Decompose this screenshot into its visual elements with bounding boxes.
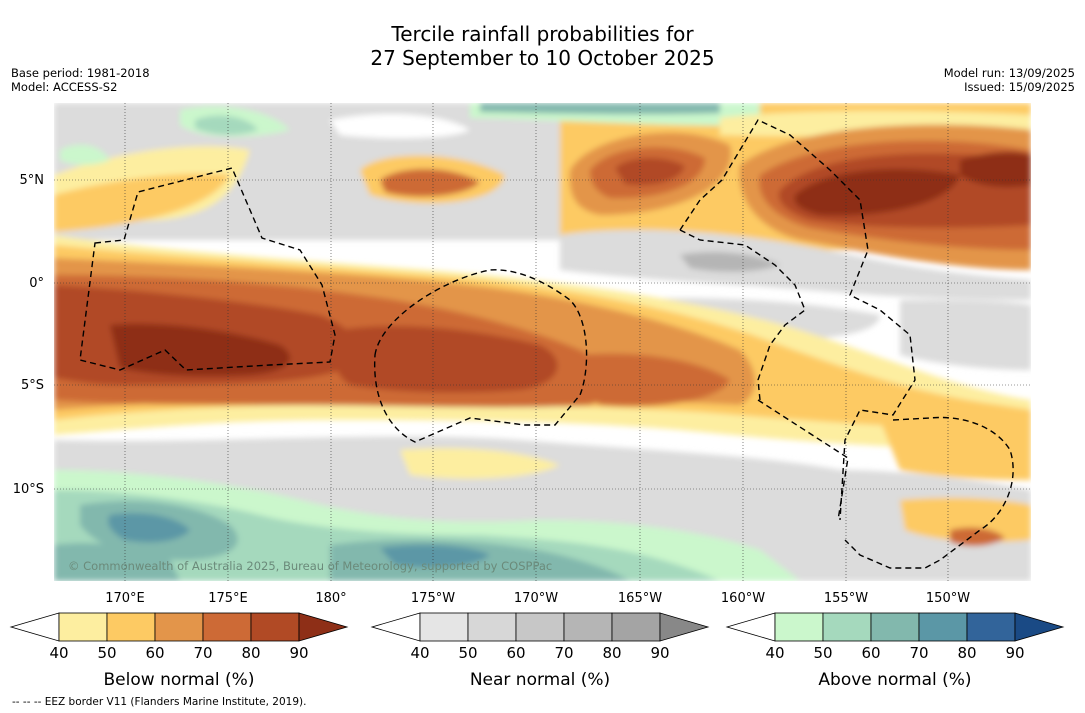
colorbar-title: Above normal (%) — [818, 670, 971, 690]
colorbar-tick-label: 90 — [289, 644, 308, 662]
colorbar-tick-label: 40 — [765, 644, 784, 662]
colorbar-tick-label: 90 — [1005, 644, 1024, 662]
eez-border-cook — [844, 416, 1014, 569]
longitude-label: 175°E — [208, 591, 248, 606]
colorbar-tick-label: 50 — [813, 644, 832, 662]
colorbar-tick-label: 60 — [861, 644, 880, 662]
colorbar-title: Below normal (%) — [104, 670, 255, 690]
longitude-label: 165°W — [618, 591, 662, 606]
colorbar-segment — [467, 612, 517, 642]
colorbar-tick-label: 90 — [650, 644, 669, 662]
colorbar-tick-label: 80 — [957, 644, 976, 662]
colorbar-tick-label: 40 — [49, 644, 68, 662]
graticule — [54, 103, 1031, 581]
colorbar-segment — [822, 612, 872, 642]
longitude-label: 175°W — [411, 591, 455, 606]
colorbar-tick-label: 60 — [145, 644, 164, 662]
colorbar-upper-extension — [659, 612, 710, 642]
legends: 40 50 60 70 80 90 Below normal (%) 40 50 60 70 80 90… — [9, 612, 1065, 690]
colorbar-segment — [250, 612, 300, 642]
colorbar-tick-label: 70 — [554, 644, 573, 662]
colorbar-tick-label: 50 — [97, 644, 116, 662]
colorbar-tick-label: 70 — [909, 644, 928, 662]
colorbar-lower-extension — [9, 612, 60, 642]
longitude-labels: 170°E 175°E 180° 175°W 170°W 165°W 160°W 155°W 1… — [105, 591, 970, 606]
model-run: Model run: 13/09/2025 — [943, 66, 1075, 80]
colorbar-tick-label: 70 — [193, 644, 212, 662]
colorbar-tick-label: 50 — [458, 644, 477, 662]
latitude-labels: 5°N 0° 5°S 10°S — [13, 173, 44, 497]
colorbar-segment — [419, 612, 469, 642]
eez-border-kiribati-line — [679, 119, 916, 521]
colorbar-segment — [918, 612, 968, 642]
latitude-label: 5°N — [20, 173, 45, 188]
colorbar-legend: 40 50 60 70 80 90 Below normal (%) — [9, 612, 349, 690]
colorbar-segment — [774, 612, 824, 642]
colorbar-tick-label: 80 — [602, 644, 621, 662]
colorbar-segment — [202, 612, 252, 642]
meta-left: Base period: 1981-2018 Model: ACCESS-S2 — [11, 66, 150, 94]
eez-footnote: -- -- -- EEZ border V11 (Flanders Marine… — [12, 696, 307, 708]
longitude-label: 160°W — [721, 591, 765, 606]
title-line-1: Tercile rainfall probabilities for — [391, 22, 694, 46]
longitude-label: 170°E — [105, 591, 145, 606]
colorbar-upper-extension — [1014, 612, 1065, 642]
colorbar-segment — [58, 612, 108, 642]
longitude-label: 170°W — [514, 591, 558, 606]
longitude-label: 150°W — [926, 591, 970, 606]
colorbar-tick-label: 60 — [506, 644, 525, 662]
colorbar-segment — [515, 612, 565, 642]
issued-date: Issued: 15/09/2025 — [964, 80, 1075, 94]
meta-right: Model run: 13/09/2025 Issued: 15/09/2025 — [944, 66, 1075, 94]
latitude-label: 0° — [29, 276, 44, 291]
eez-borders — [79, 119, 1014, 569]
colorbar-tick-label: 80 — [241, 644, 260, 662]
colorbar-segment — [563, 612, 613, 642]
title-line-2: 27 September to 10 October 2025 — [370, 46, 715, 70]
eez-border-kiribati-gilbert — [79, 167, 336, 371]
colorbar-segment — [611, 612, 661, 642]
colorbar-legend: 40 50 60 70 80 90 Above normal (%) — [725, 612, 1065, 690]
colorbar-segment — [870, 612, 920, 642]
colorbar-segment — [966, 612, 1016, 642]
eez-border-east — [757, 399, 849, 521]
colorbar-title: Near normal (%) — [470, 670, 610, 690]
model-name: Model: ACCESS-S2 — [11, 80, 118, 94]
colorbar-tick-label: 40 — [410, 644, 429, 662]
colorbar-upper-extension — [298, 612, 349, 642]
colorbar-segment — [154, 612, 204, 642]
eez-border-line-south — [679, 229, 806, 401]
map-title: Tercile rainfall probabilities for 27 Se… — [0, 22, 1085, 70]
colorbar-lower-extension — [725, 612, 776, 642]
eez-border-kiribati-phoenix — [373, 269, 588, 443]
latitude-label: 10°S — [13, 482, 44, 497]
colorbar-lower-extension — [370, 612, 421, 642]
longitude-label: 180° — [315, 591, 346, 606]
longitude-label: 155°W — [824, 591, 868, 606]
base-period: Base period: 1981-2018 — [11, 66, 150, 80]
probability-field — [54, 103, 1031, 581]
colorbar-segment — [106, 612, 156, 642]
colorbar-legend: 40 50 60 70 80 90 Near normal (%) — [370, 612, 710, 690]
latitude-label: 5°S — [21, 378, 44, 393]
copyright-notice: © Commonwealth of Australia 2025, Bureau… — [68, 559, 552, 573]
